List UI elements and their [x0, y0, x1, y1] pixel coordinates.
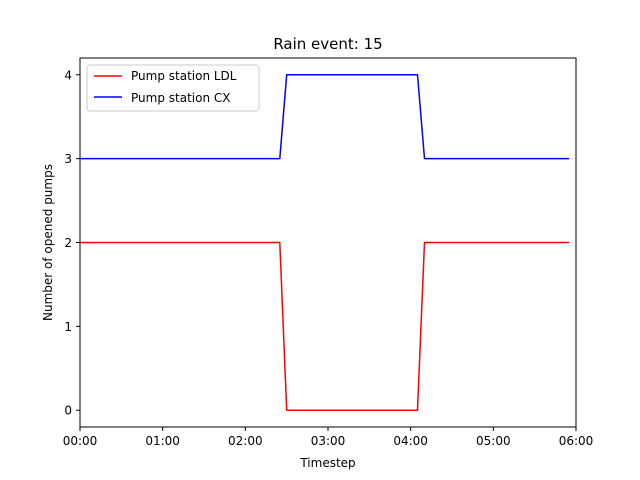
y-axis-label: Number of opened pumps: [41, 164, 55, 321]
legend-label-ldl: Pump station LDL: [131, 69, 237, 83]
x-tick-label: 01:00: [145, 434, 180, 448]
x-tick-label: 02:00: [228, 434, 263, 448]
y-tick-label: 4: [64, 68, 72, 82]
y-axis: 0 1 2 3 4: [64, 68, 80, 418]
x-tick-label: 05:00: [476, 434, 511, 448]
legend-frame: [86, 64, 260, 112]
legend-label-cx: Pump station CX: [131, 91, 230, 105]
x-axis-label: Timestep: [299, 456, 355, 470]
x-tick-label: 04:00: [393, 434, 428, 448]
series-line-0: [80, 241, 570, 411]
chart-title: Rain event: 15: [273, 35, 382, 53]
x-tick-label: 00:00: [63, 434, 98, 448]
series-layer: [80, 74, 570, 411]
series-line-1: [80, 74, 570, 160]
x-axis: 00:00 01:00 02:00 03:00 04:00 05:00 06:00: [63, 427, 594, 448]
y-tick-label: 2: [64, 236, 72, 250]
x-tick-label: 06:00: [559, 434, 594, 448]
legend: Pump station LDL Pump station CX: [86, 64, 260, 112]
y-tick-label: 3: [64, 152, 72, 166]
y-tick-label: 1: [64, 320, 72, 334]
x-tick-label: 03:00: [311, 434, 346, 448]
y-tick-label: 0: [64, 404, 72, 418]
